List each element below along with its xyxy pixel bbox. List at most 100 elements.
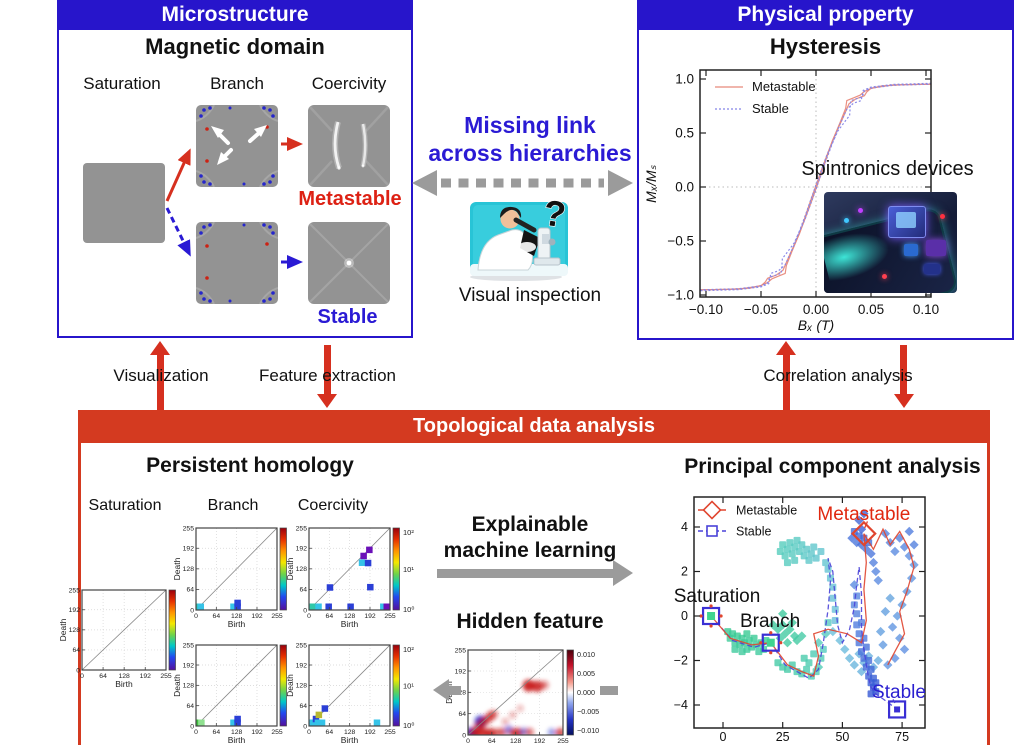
hidden-arrow-head: [433, 679, 449, 701]
svg-text:128: 128: [510, 738, 522, 745]
svg-text:255: 255: [455, 647, 467, 654]
svg-text:64: 64: [186, 587, 194, 594]
magnetic-domain-title: Magnetic domain: [145, 34, 325, 59]
svg-text:128: 128: [296, 683, 308, 690]
missing-link-arrow-left-head: [412, 170, 437, 196]
svg-text:Branch: Branch: [740, 611, 800, 632]
svg-text:−0.05: −0.05: [744, 302, 778, 317]
svg-text:Stable: Stable: [752, 101, 789, 116]
svg-text:10¹: 10¹: [403, 565, 414, 574]
physical-property-header: Physical property: [637, 0, 1014, 30]
svg-text:0: 0: [462, 732, 466, 739]
svg-text:Birth: Birth: [341, 735, 359, 745]
svg-text:10²: 10²: [403, 645, 414, 654]
hidden-arrow-stub: [449, 686, 461, 695]
ph-column-coercivity: Coercivity: [297, 497, 369, 514]
visual-inspection-label: Visual inspection: [458, 285, 602, 306]
svg-text:64: 64: [299, 587, 307, 594]
svg-text:4: 4: [681, 520, 688, 534]
svg-text:1.0: 1.0: [675, 72, 694, 87]
eml-line1: Explainable: [471, 513, 589, 536]
svg-text:0: 0: [681, 609, 688, 623]
svg-text:Mₓ/Mₛ: Mₓ/Mₛ: [643, 164, 659, 203]
svg-text:−4: −4: [674, 698, 688, 712]
svg-text:0: 0: [307, 613, 311, 620]
svg-text:Birth: Birth: [228, 735, 246, 745]
svg-text:0: 0: [720, 730, 727, 744]
svg-text:Death: Death: [172, 674, 182, 697]
branch-metastable-domain-image: [196, 105, 278, 187]
svg-text:−0.10: −0.10: [689, 302, 723, 317]
svg-text:255: 255: [183, 525, 195, 532]
svg-text:0.005: 0.005: [577, 669, 595, 678]
svg-text:64: 64: [326, 729, 334, 736]
eml-arrow-shaft: [437, 569, 613, 578]
pca-title: Principal component analysis: [684, 455, 981, 478]
coercivity-stable-domain-image: [308, 222, 390, 304]
svg-text:−0.5: −0.5: [667, 234, 694, 249]
svg-text:0: 0: [80, 673, 84, 680]
pd-saturation-plot: 00 64 64 128 128 192 192 255 255 Birth Death: [58, 587, 176, 689]
svg-text:192: 192: [69, 607, 81, 614]
feature-extraction-label: Feature extraction: [258, 366, 396, 385]
microstructure-header: Microstructure: [57, 0, 413, 30]
svg-text:0: 0: [194, 613, 198, 620]
hysteresis-title: Hysteresis: [769, 34, 882, 59]
branch-stable-domain-image: [196, 222, 278, 304]
svg-text:192: 192: [364, 729, 376, 736]
metastable-label: Metastable: [298, 188, 402, 210]
column-label-saturation: Saturation: [83, 74, 161, 93]
correlation-up-arrow-shaft: [783, 354, 790, 410]
svg-text:0.00: 0.00: [803, 302, 829, 317]
missing-link-line2: across hierarchies: [428, 140, 632, 166]
svg-text:Death: Death: [285, 674, 295, 697]
svg-text:Death: Death: [285, 557, 295, 580]
svg-text:Stable: Stable: [872, 682, 926, 703]
svg-text:192: 192: [534, 738, 546, 745]
coercivity-metastable-domain-image: [308, 105, 390, 187]
spintronics-device-image: [824, 192, 957, 293]
svg-text:192: 192: [251, 613, 263, 620]
svg-text:Death: Death: [58, 618, 68, 641]
svg-text:128: 128: [183, 683, 195, 690]
svg-text:255: 255: [69, 587, 81, 594]
svg-text:64: 64: [99, 673, 107, 680]
svg-text:0: 0: [190, 607, 194, 614]
svg-text:192: 192: [296, 546, 308, 553]
eml-arrow-head: [613, 560, 633, 586]
svg-text:64: 64: [213, 613, 221, 620]
svg-text:0.05: 0.05: [858, 302, 884, 317]
hidden-feature-title: Hidden feature: [456, 610, 604, 633]
hidden-feature-plot: 006464128128192192255255BirthDeath0.0100…: [444, 647, 599, 745]
svg-text:64: 64: [72, 647, 80, 654]
svg-text:128: 128: [231, 613, 243, 620]
feature-extraction-arrow-shaft: [324, 345, 331, 395]
stable-label: Stable: [317, 306, 378, 328]
svg-text:192: 192: [455, 668, 467, 675]
svg-text:10²: 10²: [403, 528, 414, 537]
visualization-label: Visualization: [113, 366, 209, 385]
spintronics-devices-label: Spintronics devices: [801, 158, 974, 180]
svg-text:192: 192: [183, 546, 195, 553]
svg-text:0.10: 0.10: [913, 302, 939, 317]
svg-text:255: 255: [271, 613, 283, 620]
persistent-homology-title: Persistent homology: [146, 454, 354, 477]
svg-text:64: 64: [458, 711, 466, 718]
svg-text:128: 128: [183, 566, 195, 573]
svg-text:255: 255: [183, 643, 195, 649]
column-label-coercivity: Coercivity: [311, 74, 387, 93]
svg-text:Metastable: Metastable: [752, 79, 816, 94]
pd-coercivity-metastable-plot: 00 64 64 128 128 192 192 255 255 Birth Death 10² 10¹…: [285, 525, 414, 629]
visualization-arrow-head: [150, 341, 170, 355]
scientist-head: [500, 209, 520, 229]
svg-text:0: 0: [76, 667, 80, 674]
svg-text:10⁰: 10⁰: [403, 721, 414, 730]
svg-text:255: 255: [384, 729, 396, 736]
svg-text:64: 64: [186, 703, 194, 710]
svg-text:−2: −2: [674, 654, 688, 668]
led-red-2: [882, 274, 887, 279]
microscope-base: [533, 257, 561, 266]
pd-coercivity-stable-plot: 00 64 64 128 128 192 192 255 255 Birth Death 10² 10¹…: [285, 643, 414, 745]
svg-text:Birth: Birth: [228, 619, 246, 629]
feature-extraction-arrow-head: [317, 394, 337, 408]
